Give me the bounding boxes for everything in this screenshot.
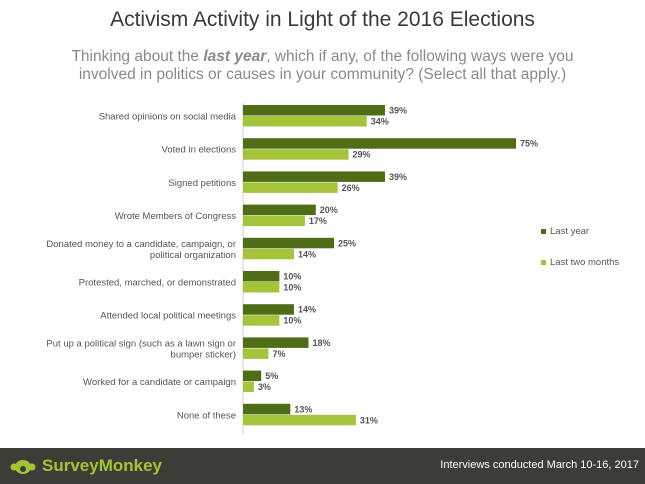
legend-label: Last two months [550, 257, 619, 268]
data-label: 39% [389, 106, 407, 116]
data-label: 34% [371, 117, 389, 127]
data-label: 7% [272, 349, 285, 359]
bar-last-year [243, 204, 316, 216]
bar-last-two-months [243, 149, 349, 160]
data-label: 10% [283, 316, 301, 326]
data-label: 14% [298, 305, 316, 315]
bar-chart: Shared opinions on social media39%34%Vot… [46, 103, 619, 435]
bar-last-two-months [243, 116, 367, 127]
category-label: bumper sticker) [171, 349, 236, 360]
bar-last-year [243, 370, 262, 382]
data-label: 13% [294, 404, 312, 414]
category-label: Donated money to a candidate, campaign, … [46, 239, 236, 250]
data-label: 3% [258, 382, 271, 392]
logo-text: SurveyMonkey [42, 456, 162, 475]
category-label: Shared opinions on social media [99, 112, 237, 123]
subtitle-text-start: Thinking about the [71, 48, 204, 65]
bar-last-two-months [243, 315, 280, 326]
data-label: 17% [309, 216, 327, 226]
chart-subtitle: Thinking about the last year, which if a… [70, 48, 575, 84]
legend-swatch [541, 260, 546, 265]
data-label: 75% [520, 139, 538, 149]
bar-last-year [243, 171, 385, 182]
bar-last-two-months [243, 248, 294, 260]
bar-last-year [243, 138, 516, 149]
legend-label: Last year [550, 226, 589, 237]
monkey-logo-icon [10, 460, 36, 474]
surveymonkey-logo: SurveyMonkey [10, 454, 162, 478]
bar-last-year [243, 105, 385, 116]
bar-last-year [243, 304, 294, 315]
footer-bar: SurveyMonkey Interviews conducted March … [0, 448, 645, 484]
category-label: political organization [150, 250, 236, 261]
data-label: 26% [342, 183, 360, 193]
data-label: 18% [313, 338, 331, 348]
bar-last-two-months [243, 414, 356, 426]
bar-last-two-months [243, 348, 269, 359]
category-label: Attended local political meetings [100, 311, 236, 322]
category-label: None of these [177, 410, 236, 421]
chart-title: Activism Activity in Light of the 2016 E… [110, 8, 535, 31]
bar-last-year [243, 337, 309, 348]
data-label: 39% [389, 172, 407, 182]
data-label: 5% [265, 371, 278, 381]
category-label: Wrote Members of Congress [115, 211, 237, 222]
data-label: 20% [320, 205, 338, 215]
category-label: Voted in elections [162, 145, 237, 156]
bar-last-two-months [243, 215, 305, 227]
category-label: Signed petitions [168, 178, 236, 189]
legend-swatch [541, 229, 546, 234]
bar-last-year [243, 271, 280, 282]
survey-date-note: Interviews conducted March 10-16, 2017 [440, 459, 639, 471]
subtitle-emphasis: last year [203, 48, 267, 65]
data-label: 10% [283, 283, 301, 293]
category-label: Worked for a candidate or campaign [83, 377, 236, 388]
data-label: 14% [298, 249, 316, 259]
data-label: 10% [283, 272, 301, 282]
data-label: 29% [353, 150, 371, 160]
subtitle-text-end: , which if any, of the following ways we… [78, 48, 574, 83]
bar-last-two-months [243, 182, 338, 193]
bar-last-two-months [243, 381, 254, 393]
bar-last-year [243, 237, 334, 249]
category-label: Protested, marched, or demonstrated [79, 278, 236, 289]
data-label: 25% [338, 238, 356, 248]
bar-last-year [243, 403, 291, 415]
data-label: 31% [360, 415, 378, 425]
category-label: Put up a political sign (such as a lawn … [46, 338, 236, 349]
bar-last-two-months [243, 282, 280, 293]
